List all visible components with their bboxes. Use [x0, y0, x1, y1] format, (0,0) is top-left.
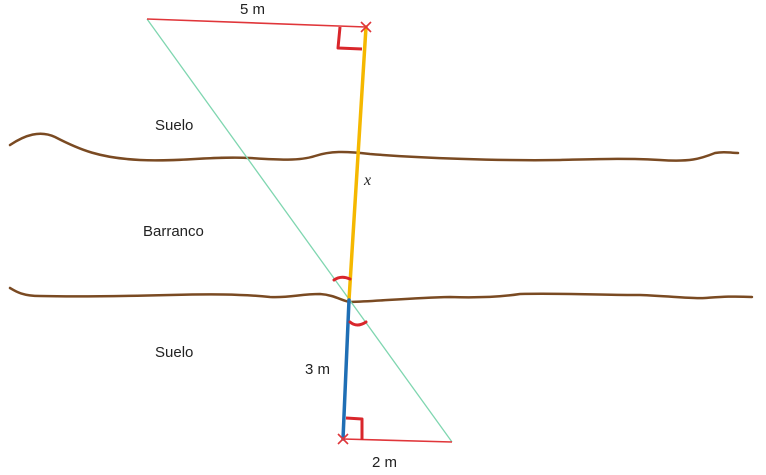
top-endpoint-marker: [360, 21, 372, 33]
angle-arc-upper: [332, 275, 352, 282]
known-segment-3m: [341, 298, 351, 441]
lower-ground-line: [8, 286, 754, 304]
top-length-label: 5 m: [240, 1, 265, 18]
bottom-length-label: 2 m: [372, 454, 397, 471]
bottom-endpoint-marker: [337, 433, 349, 445]
diagonal-line: [146, 18, 453, 443]
top-horizontal-segment: [146, 18, 367, 28]
right-angle-mark-bottom: [345, 416, 364, 440]
upper-ground-line: [8, 132, 740, 162]
barranco-label: Barranco: [143, 223, 204, 240]
lower-vertical-label: 3 m: [305, 361, 330, 378]
right-angle-mark-top: [336, 26, 363, 51]
suelo-bottom-label: Suelo: [155, 344, 193, 361]
angle-arc-lower: [348, 320, 368, 327]
bottom-horizontal-segment: [342, 438, 453, 443]
suelo-top-label: Suelo: [155, 117, 193, 134]
unknown-segment-x: [347, 25, 368, 302]
unknown-label: x: [363, 172, 371, 189]
